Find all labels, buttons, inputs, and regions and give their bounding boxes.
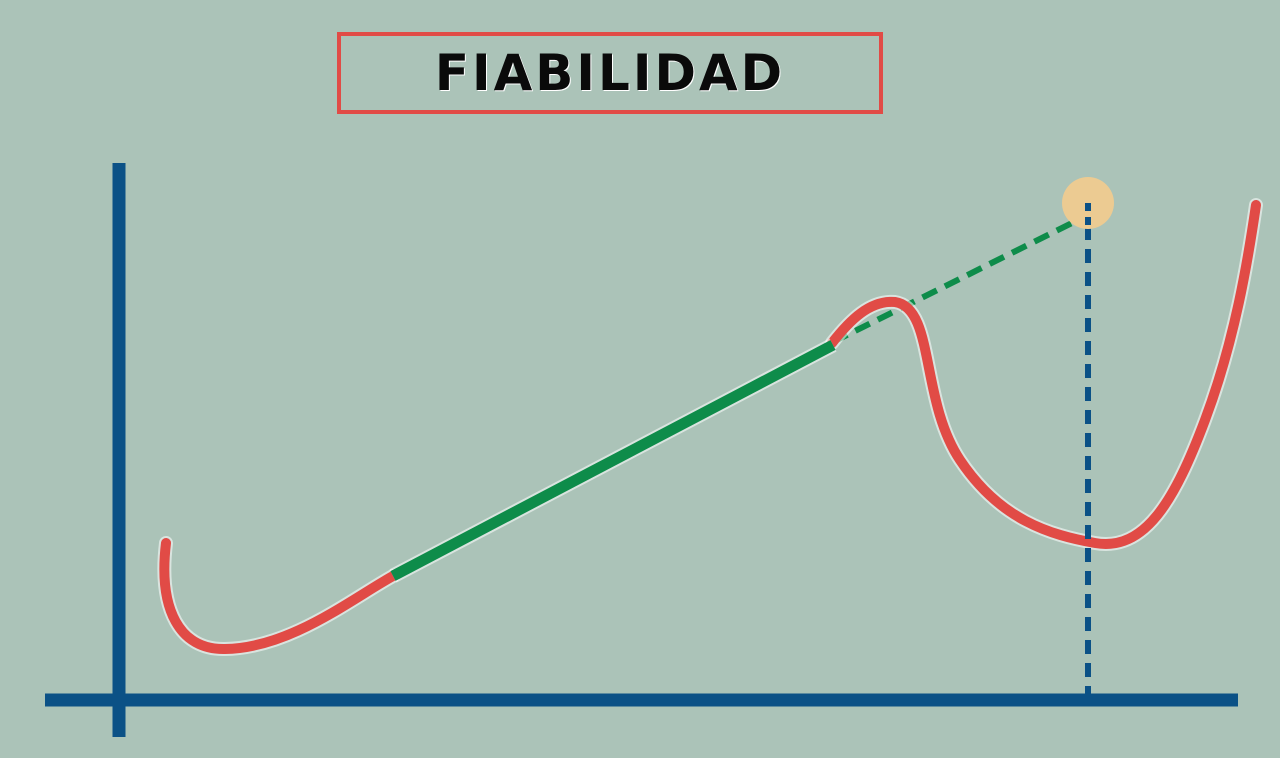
red-curve-start: [159, 538, 398, 655]
title-box: FIABILIDAD: [337, 32, 883, 114]
diagram-title: FIABILIDAD: [434, 44, 786, 102]
green-segment: [390, 340, 836, 581]
linear-segment-green: [389, 338, 837, 583]
red-curve-end: [827, 200, 1261, 549]
actual-curve-red: [157, 198, 1263, 657]
projected-trend-dashed-line: [831, 212, 1090, 345]
